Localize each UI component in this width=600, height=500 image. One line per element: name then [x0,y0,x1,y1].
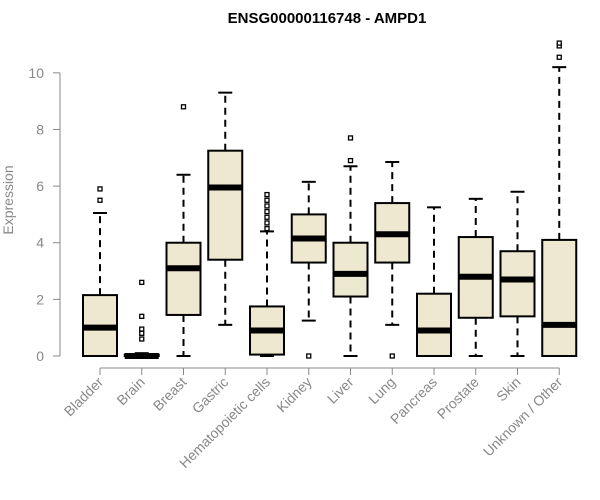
outlier-point [97,186,103,192]
box-lung [374,161,411,359]
outlier-point [264,203,270,209]
iqr-box [165,241,202,316]
boxes-group [82,40,578,359]
outlier-point [139,326,145,332]
y-tick-label: 8 [36,121,44,137]
y-tick-label: 0 [36,348,44,364]
box-brain [123,279,160,359]
box-skin [499,190,536,357]
x-tick-label: Liver [324,374,357,407]
outlier-point [556,40,562,46]
box-liver [332,135,369,357]
box-kidney [290,180,327,359]
outlier-point [264,208,270,215]
x-tick-label: Bladder [61,374,107,420]
x-tick-label: Unknown / Other [480,374,566,460]
y-axis-label: Expression [0,165,16,234]
outlier-point [139,330,145,336]
y-tick-label: 4 [36,235,44,251]
x-tick-label: Kidney [273,374,315,416]
iqr-box [499,250,536,318]
y-tick-label: 2 [36,291,44,307]
outlier-point [264,214,270,220]
outlier-point [264,225,270,232]
box-breast [165,104,202,357]
chart-title: ENSG00000116748 - AMPD1 [228,10,427,27]
x-tick-label: Lung [365,374,398,407]
x-tick-label: Skin [493,374,524,405]
outlier-point [347,135,354,141]
box-hematopoietic-cells [249,191,285,357]
outlier-point [264,197,270,203]
y-tick-label: 10 [28,65,44,81]
outlier-point [556,54,562,60]
box-pancreas [416,206,452,358]
box-prostate [457,197,494,357]
y-axis: 0 2 4 6 8 10 [28,65,61,364]
box-bladder [82,186,118,358]
outlier-point [306,353,312,359]
box-gastric [207,91,244,326]
iqr-box [416,292,452,358]
outlier-point [264,220,270,226]
x-tick-label: Brain [113,374,147,408]
iqr-box [541,238,578,357]
outlier-point [139,279,145,286]
outlier-point [180,104,187,110]
outlier-point [139,336,145,342]
outlier-point [389,353,395,359]
outlier-point [264,191,270,198]
x-tick-label: Breast [150,374,190,414]
x-tick-label: Prostate [434,374,482,422]
iqr-box [332,241,369,298]
outlier-point [139,313,145,320]
iqr-box [207,149,244,261]
outlier-point [347,157,354,164]
y-tick-label: 6 [36,178,44,194]
box-unknown-other [541,40,578,357]
outlier-point [97,197,103,203]
